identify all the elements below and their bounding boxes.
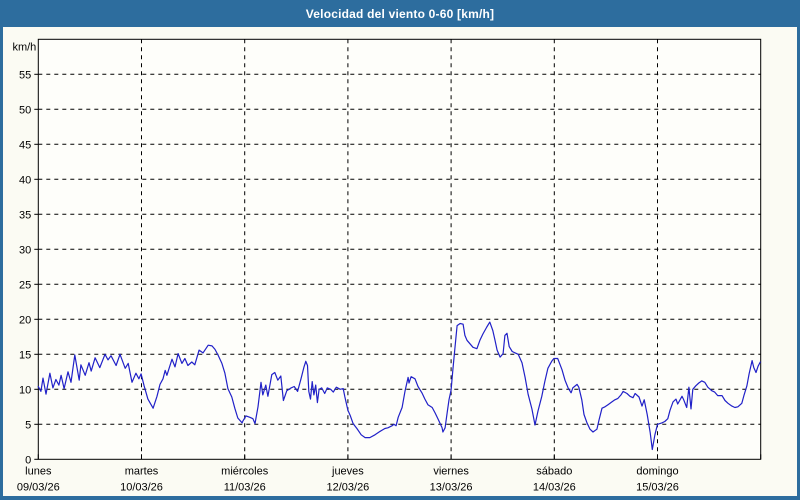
y-tick-label-55: 55 bbox=[19, 69, 31, 81]
x-date-label-6: 15/03/26 bbox=[636, 481, 679, 493]
x-day-label-1: martes bbox=[125, 465, 159, 477]
x-date-label-3: 12/03/26 bbox=[326, 481, 369, 493]
x-date-label-1: 10/03/26 bbox=[120, 481, 163, 493]
x-day-label-2: miércoles bbox=[221, 465, 269, 477]
wind-speed-chart: 0510152025303540455055km/hlunes09/03/26m… bbox=[3, 27, 797, 496]
y-tick-label-40: 40 bbox=[19, 174, 31, 186]
y-tick-label-15: 15 bbox=[19, 349, 31, 361]
chart-area: 0510152025303540455055km/hlunes09/03/26m… bbox=[3, 27, 797, 496]
chart-title: Velocidad del viento 0-60 [km/h] bbox=[306, 7, 494, 21]
x-date-label-4: 13/03/26 bbox=[430, 481, 473, 493]
x-day-label-3: jueves bbox=[331, 465, 364, 477]
y-axis-unit-label: km/h bbox=[12, 41, 36, 53]
x-day-label-5: sábado bbox=[536, 465, 572, 477]
y-tick-label-25: 25 bbox=[19, 279, 31, 291]
y-tick-label-30: 30 bbox=[19, 244, 31, 256]
x-date-label-0: 09/03/26 bbox=[17, 481, 60, 493]
x-day-label-0: lunes bbox=[25, 465, 52, 477]
x-day-label-4: viernes bbox=[433, 465, 469, 477]
y-tick-label-45: 45 bbox=[19, 139, 31, 151]
chart-window: Velocidad del viento 0-60 [km/h] 0510152… bbox=[0, 0, 800, 500]
y-tick-label-50: 50 bbox=[19, 104, 31, 116]
x-day-label-6: domingo bbox=[636, 465, 678, 477]
title-bar: Velocidad del viento 0-60 [km/h] bbox=[0, 0, 800, 27]
y-tick-label-10: 10 bbox=[19, 384, 31, 396]
x-date-label-2: 11/03/26 bbox=[224, 481, 266, 493]
y-tick-label-5: 5 bbox=[25, 419, 31, 431]
y-tick-label-35: 35 bbox=[19, 209, 31, 221]
y-tick-label-20: 20 bbox=[19, 314, 31, 326]
x-date-label-5: 14/03/26 bbox=[533, 481, 576, 493]
